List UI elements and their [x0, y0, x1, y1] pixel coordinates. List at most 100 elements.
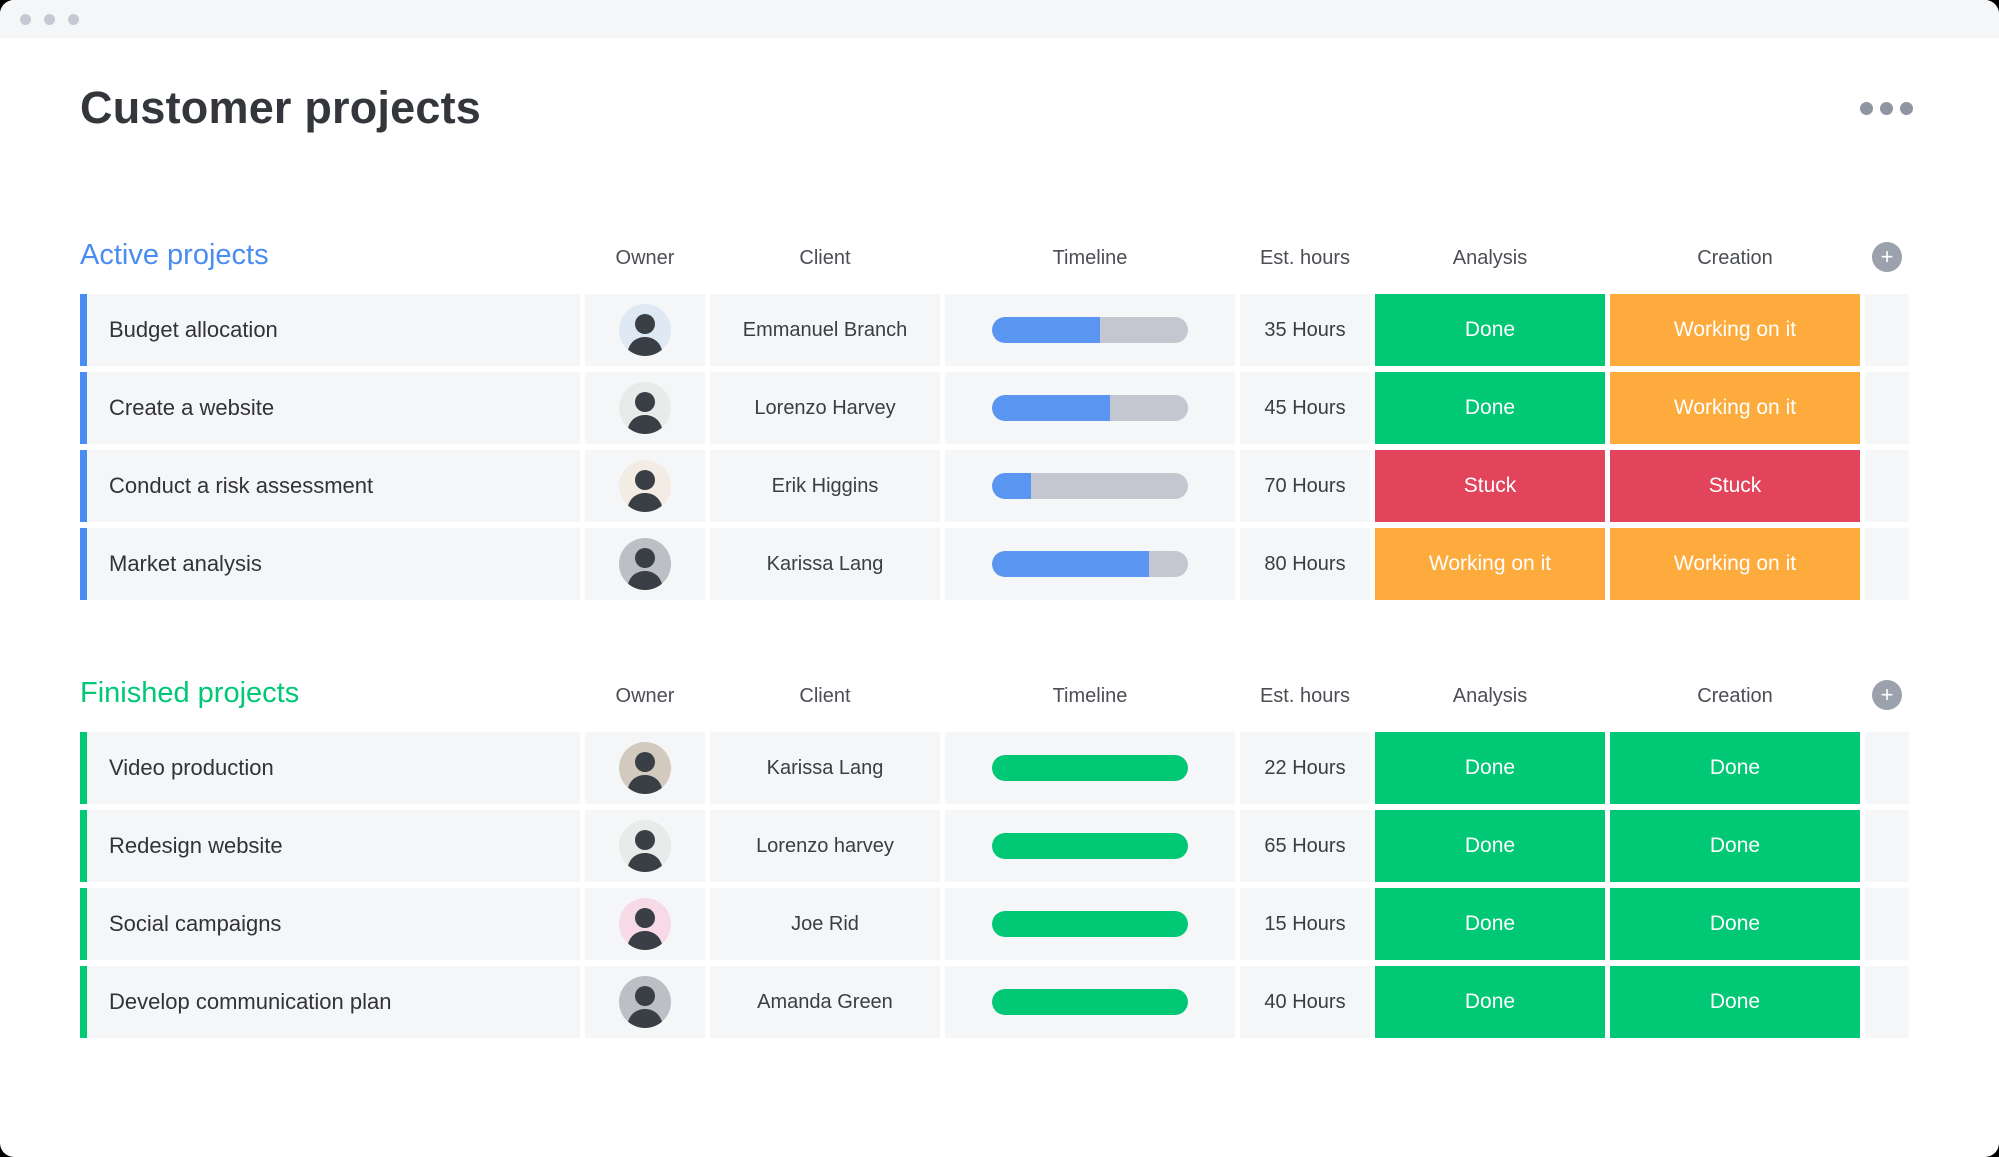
creation-status-cell[interactable]: Done [1610, 810, 1860, 882]
timeline-bar-track [992, 755, 1188, 781]
est-hours-cell[interactable]: 80 Hours [1240, 528, 1370, 600]
analysis-status-cell[interactable]: Done [1375, 810, 1605, 882]
table-row: Market analysis Karissa Lang 80 Hours Wo… [80, 528, 1919, 600]
project-name-cell[interactable]: Redesign website [80, 810, 580, 882]
add-column-button[interactable]: + [1872, 242, 1902, 272]
analysis-status-cell[interactable]: Working on it [1375, 528, 1605, 600]
client-cell[interactable]: Joe Rid [710, 888, 940, 960]
window-dot-icon [20, 13, 31, 25]
window-dot-icon [68, 13, 79, 25]
client-cell[interactable]: Lorenzo harvey [710, 810, 940, 882]
client-name: Emmanuel Branch [742, 318, 908, 341]
table-row: Conduct a risk assessment Erik Higgins 7… [80, 450, 1919, 522]
owner-cell[interactable] [585, 372, 705, 444]
owner-avatar [619, 382, 671, 434]
creation-status-cell[interactable]: Done [1610, 966, 1860, 1038]
est-hours-cell[interactable]: 40 Hours [1240, 966, 1370, 1038]
project-name-cell[interactable]: Conduct a risk assessment [80, 450, 580, 522]
column-header-est-hours[interactable]: Est. hours [1259, 685, 1351, 707]
group-title[interactable]: Active projects [80, 239, 269, 271]
analysis-status-cell[interactable]: Stuck [1375, 450, 1605, 522]
row-spacer-cell [1865, 528, 1909, 600]
timeline-bar-fill [992, 833, 1188, 859]
project-name-cell[interactable]: Create a website [80, 372, 580, 444]
creation-status-cell[interactable]: Done [1610, 732, 1860, 804]
creation-status-cell[interactable]: Working on it [1610, 372, 1860, 444]
column-header-creation[interactable]: Creation [1697, 685, 1773, 707]
timeline-cell[interactable] [945, 294, 1235, 366]
creation-status-cell[interactable]: Working on it [1610, 294, 1860, 366]
timeline-cell[interactable] [945, 372, 1235, 444]
project-name-cell[interactable]: Video production [80, 732, 580, 804]
owner-avatar [619, 304, 671, 356]
creation-status-cell[interactable]: Done [1610, 888, 1860, 960]
project-name: Create a website [109, 395, 275, 420]
table-row: Budget allocation Emmanuel Branch 35 Hou… [80, 294, 1919, 366]
creation-status-cell[interactable]: Working on it [1610, 528, 1860, 600]
est-hours-cell[interactable]: 35 Hours [1240, 294, 1370, 366]
project-group-active: Active projects Owner Client Timeline Es… [80, 238, 1919, 600]
owner-avatar [619, 976, 671, 1028]
add-column-button[interactable]: + [1872, 680, 1902, 710]
column-header-client[interactable]: Client [799, 247, 851, 269]
group-title[interactable]: Finished projects [80, 677, 300, 709]
analysis-status-cell[interactable]: Done [1375, 966, 1605, 1038]
person-icon [627, 830, 663, 872]
column-header-owner[interactable]: Owner [615, 685, 675, 707]
owner-cell[interactable] [585, 888, 705, 960]
owner-cell[interactable] [585, 294, 705, 366]
column-header-est-hours[interactable]: Est. hours [1259, 247, 1351, 269]
project-name-cell[interactable]: Market analysis [80, 528, 580, 600]
timeline-bar-track [992, 911, 1188, 937]
column-header-analysis[interactable]: Analysis [1452, 685, 1528, 707]
timeline-cell[interactable] [945, 450, 1235, 522]
column-header-analysis[interactable]: Analysis [1452, 247, 1528, 269]
analysis-status-cell[interactable]: Done [1375, 294, 1605, 366]
analysis-status-cell[interactable]: Done [1375, 732, 1605, 804]
client-cell[interactable]: Emmanuel Branch [710, 294, 940, 366]
analysis-status-cell[interactable]: Done [1375, 372, 1605, 444]
column-header-timeline[interactable]: Timeline [1052, 685, 1128, 707]
est-hours-value: 35 Hours [1264, 318, 1346, 341]
client-name: Erik Higgins [771, 474, 879, 497]
owner-cell[interactable] [585, 528, 705, 600]
project-name-cell[interactable]: Budget allocation [80, 294, 580, 366]
est-hours-cell[interactable]: 70 Hours [1240, 450, 1370, 522]
column-header-timeline[interactable]: Timeline [1052, 247, 1128, 269]
person-icon [627, 470, 663, 512]
person-icon [627, 392, 663, 434]
timeline-cell[interactable] [945, 732, 1235, 804]
client-cell[interactable]: Karissa Lang [710, 732, 940, 804]
more-options-icon[interactable] [1858, 96, 1915, 121]
owner-cell[interactable] [585, 732, 705, 804]
owner-cell[interactable] [585, 810, 705, 882]
project-name-cell[interactable]: Develop communication plan [80, 966, 580, 1038]
est-hours-value: 22 Hours [1264, 756, 1346, 779]
column-header-owner[interactable]: Owner [615, 247, 675, 269]
client-cell[interactable]: Erik Higgins [710, 450, 940, 522]
column-header-creation[interactable]: Creation [1697, 247, 1773, 269]
timeline-cell[interactable] [945, 528, 1235, 600]
timeline-cell[interactable] [945, 810, 1235, 882]
creation-status-cell[interactable]: Stuck [1610, 450, 1860, 522]
est-hours-cell[interactable]: 65 Hours [1240, 810, 1370, 882]
analysis-status-cell[interactable]: Done [1375, 888, 1605, 960]
page-header: Customer projects [80, 82, 1919, 134]
est-hours-cell[interactable]: 22 Hours [1240, 732, 1370, 804]
client-cell[interactable]: Amanda Green [710, 966, 940, 1038]
column-header-client[interactable]: Client [799, 685, 851, 707]
client-cell[interactable]: Lorenzo Harvey [710, 372, 940, 444]
est-hours-value: 45 Hours [1264, 396, 1346, 419]
est-hours-cell[interactable]: 45 Hours [1240, 372, 1370, 444]
ellipsis-dot-icon [1880, 101, 1893, 115]
timeline-cell[interactable] [945, 888, 1235, 960]
table-row: Develop communication plan Amanda Green … [80, 966, 1919, 1038]
project-name-cell[interactable]: Social campaigns [80, 888, 580, 960]
client-cell[interactable]: Karissa Lang [710, 528, 940, 600]
timeline-cell[interactable] [945, 966, 1235, 1038]
group-accent-bar [80, 528, 87, 600]
owner-cell[interactable] [585, 966, 705, 1038]
est-hours-cell[interactable]: 15 Hours [1240, 888, 1370, 960]
est-hours-value: 40 Hours [1264, 990, 1346, 1013]
owner-cell[interactable] [585, 450, 705, 522]
